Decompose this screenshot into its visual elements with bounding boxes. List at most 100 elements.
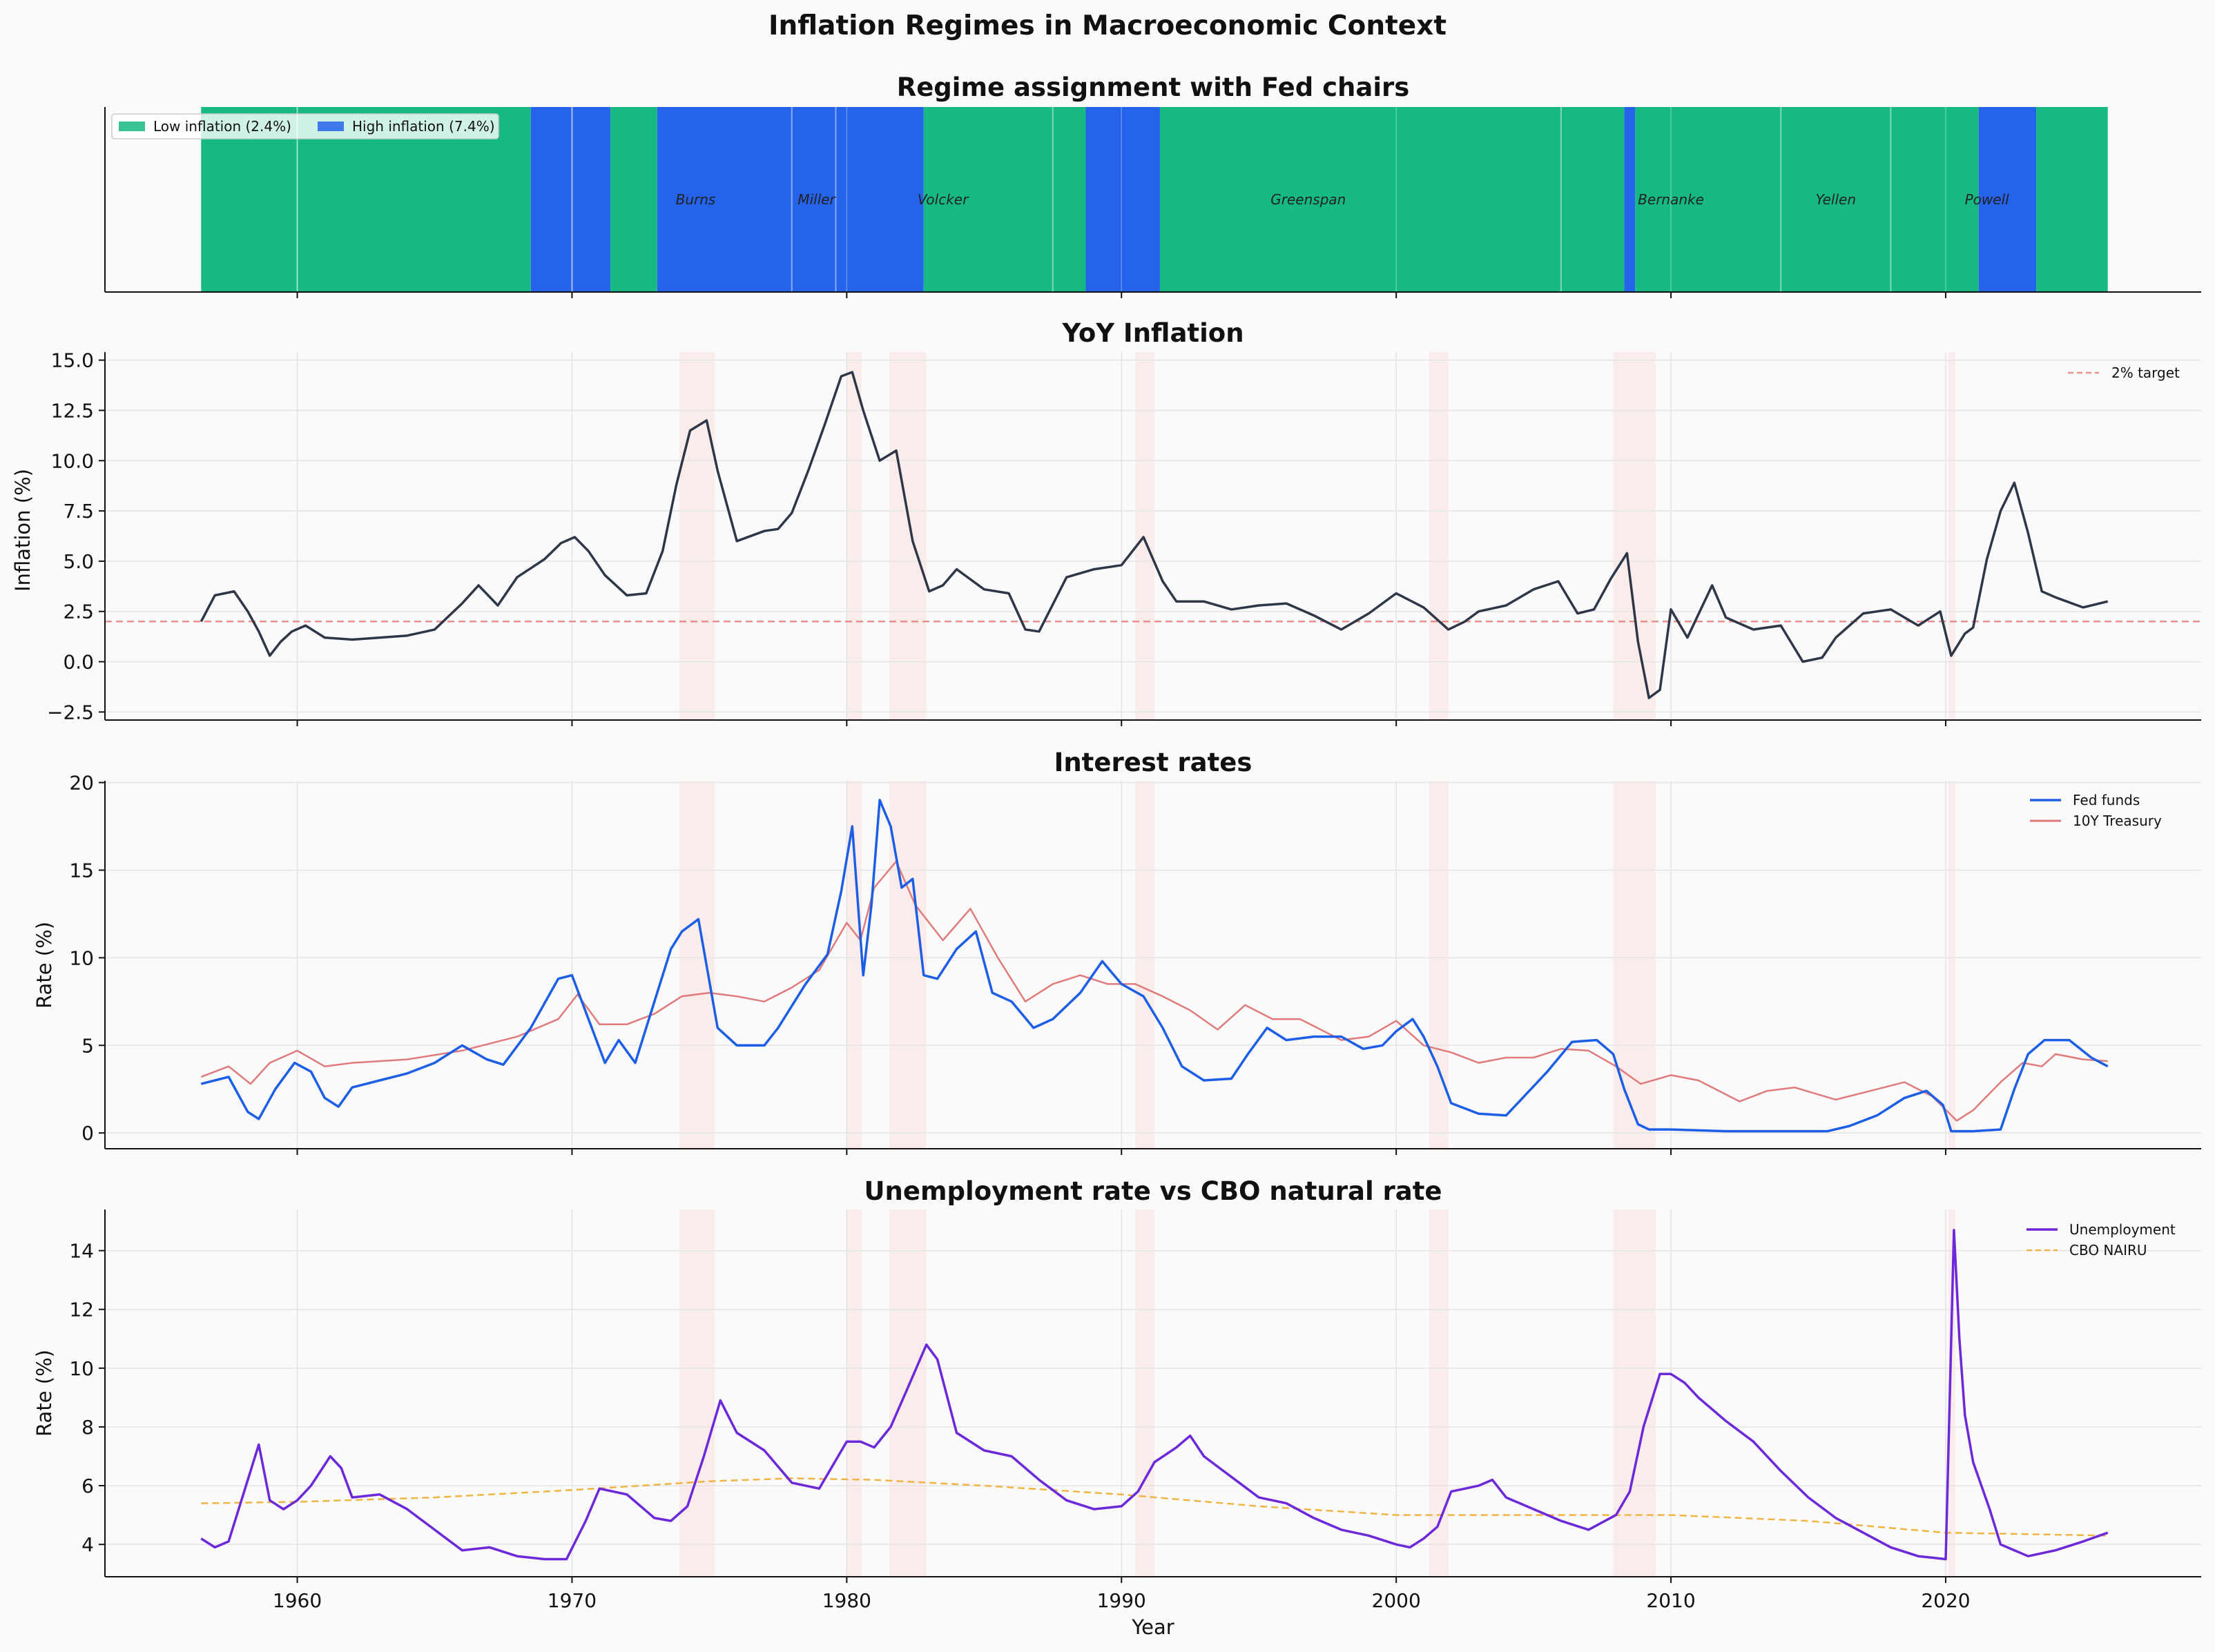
legend-label-high: High inflation (7.4%) bbox=[352, 118, 495, 135]
recession-band-5 bbox=[1613, 781, 1656, 1149]
y-tick-label: 8 bbox=[81, 1416, 94, 1439]
regime-band-low bbox=[1159, 107, 1625, 292]
y-tick-label: 5 bbox=[81, 1034, 94, 1057]
recession-band-0 bbox=[679, 352, 715, 720]
x-tick-label-1960: 1960 bbox=[273, 1589, 322, 1612]
regime-band-low bbox=[1635, 107, 1979, 292]
x-tick-label-2020: 2020 bbox=[1921, 1589, 1970, 1612]
recession-band-4 bbox=[1429, 352, 1449, 720]
regime-legend: Low inflation (2.4%) High inflation (7.4… bbox=[111, 113, 499, 139]
recession-band-2 bbox=[889, 1209, 927, 1577]
legend-label-target: 2% target bbox=[2111, 365, 2180, 381]
recession-band-4 bbox=[1429, 781, 1449, 1149]
unemployment-legend: Unemployment CBO NAIRU bbox=[2027, 1221, 2176, 1259]
y-tick-label: 4 bbox=[81, 1533, 94, 1556]
regime-band-low bbox=[923, 107, 1086, 292]
chair-label-bernanke: Bernanke bbox=[1638, 191, 1704, 208]
regime-panel: Regime assignment with Fed chairs Burns M… bbox=[104, 72, 2201, 298]
unemployment-ylabel: Rate (%) bbox=[32, 1350, 56, 1437]
fedfunds-line bbox=[200, 799, 2109, 1133]
legend-label-nairu: CBO NAIRU bbox=[2069, 1242, 2147, 1259]
recession-band-3 bbox=[1135, 1209, 1154, 1577]
recession-band-0 bbox=[679, 781, 715, 1149]
recession-band-6 bbox=[1948, 781, 1955, 1149]
regime-band-high bbox=[657, 107, 924, 292]
regime-bands bbox=[201, 107, 2108, 292]
recession-band-3 bbox=[1135, 352, 1154, 720]
y-tick-label: 12 bbox=[69, 1299, 94, 1321]
figure-title: Inflation Regimes in Macroeconomic Conte… bbox=[768, 10, 1447, 41]
chair-label-burns: Burns bbox=[676, 191, 716, 208]
rates-ylabel: Rate (%) bbox=[32, 922, 56, 1009]
regime-band-high bbox=[1624, 107, 1636, 292]
inflation-panel: YoY Inflation −2.5 0.0 2.5 5.0 7.5 10.0 12.5 15… bbox=[11, 318, 2201, 726]
recession-band-1 bbox=[847, 781, 862, 1149]
y-tick-label: 0.0 bbox=[63, 651, 94, 674]
recession-band-5 bbox=[1613, 1209, 1656, 1577]
rates-legend: Fed funds 10Y Treasury bbox=[2030, 792, 2162, 829]
regime-axes bbox=[104, 107, 2201, 298]
regime-band-high bbox=[530, 107, 611, 292]
chair-label-miller: Miller bbox=[797, 191, 836, 208]
y-tick-label: 15.0 bbox=[51, 349, 94, 372]
inflation-plot: −2.5 0.0 2.5 5.0 7.5 10.0 12.5 15.0 bbox=[47, 349, 2201, 726]
regime-band-low bbox=[610, 107, 657, 292]
recession-band-3 bbox=[1135, 781, 1154, 1149]
treasury-line bbox=[200, 860, 2108, 1122]
legend-box bbox=[111, 113, 499, 139]
recession-band-1 bbox=[847, 352, 862, 720]
y-tick-label: 15 bbox=[69, 859, 94, 882]
y-tick-label: −2.5 bbox=[47, 701, 94, 723]
legend-label-unemployment: Unemployment bbox=[2069, 1221, 2176, 1238]
x-tick-label-1970: 1970 bbox=[548, 1589, 597, 1612]
y-tick-label: 12.5 bbox=[51, 399, 94, 422]
x-tick-label-2010: 2010 bbox=[1646, 1589, 1695, 1612]
x-tick-label-1980: 1980 bbox=[822, 1589, 871, 1612]
y-tick-label: 2.5 bbox=[63, 601, 94, 623]
y-tick-label: 6 bbox=[81, 1475, 94, 1497]
inflation-line bbox=[200, 371, 2109, 699]
legend-label-low: Low inflation (2.4%) bbox=[153, 118, 291, 135]
chair-label-volcker: Volcker bbox=[918, 191, 969, 208]
inflation-legend: 2% target bbox=[2068, 365, 2180, 381]
legend-swatch-low bbox=[119, 122, 145, 131]
recession-band-2 bbox=[889, 781, 927, 1149]
recession-band-1 bbox=[847, 1209, 862, 1577]
chair-label-powell: Powell bbox=[1965, 191, 2010, 208]
regime-band-high bbox=[1978, 107, 2037, 292]
y-tick-label: 0 bbox=[81, 1122, 94, 1145]
rates-panel-title: Interest rates bbox=[1054, 748, 1252, 777]
unemployment-panel-title: Unemployment rate vs CBO natural rate bbox=[864, 1176, 1442, 1206]
x-tick-label-1990: 1990 bbox=[1097, 1589, 1146, 1612]
unemployment-panel: Unemployment rate vs CBO natural rate 4 6… bbox=[32, 1176, 2201, 1639]
y-tick-label: 20 bbox=[69, 772, 94, 795]
recession-band-5 bbox=[1613, 352, 1656, 720]
fed-chair-labels: Burns Miller Volcker Greenspan Bernanke Yelle… bbox=[676, 191, 2009, 208]
y-tick-label: 10 bbox=[69, 946, 94, 969]
legend-swatch-high bbox=[318, 122, 344, 131]
y-tick-label: 10.0 bbox=[51, 449, 94, 472]
legend-label-treasury: 10Y Treasury bbox=[2073, 813, 2162, 829]
x-tick-label-2000: 2000 bbox=[1372, 1589, 1421, 1612]
unemployment-plot: 4 6 8 10 12 14 1960 1970 1980 1990 2000 2010 2020 bbox=[69, 1209, 2201, 1612]
recession-band-6 bbox=[1948, 352, 1955, 720]
rates-plot: 0 5 10 15 20 bbox=[69, 772, 2201, 1155]
chair-label-greenspan: Greenspan bbox=[1270, 191, 1346, 208]
unemployment-line bbox=[200, 1229, 2109, 1561]
y-tick-label: 7.5 bbox=[63, 500, 94, 523]
chair-label-yellen: Yellen bbox=[1816, 191, 1856, 208]
chair-change-lines bbox=[296, 107, 1946, 292]
legend-label-fedfunds: Fed funds bbox=[2073, 792, 2140, 808]
inflation-panel-title: YoY Inflation bbox=[1061, 318, 1244, 348]
regime-band-low bbox=[2036, 107, 2108, 292]
regime-panel-title: Regime assignment with Fed chairs bbox=[897, 72, 1410, 102]
y-tick-label: 5.0 bbox=[63, 550, 94, 573]
recession-band-0 bbox=[679, 1209, 715, 1577]
regime-band-high bbox=[1085, 107, 1160, 292]
recession-band-2 bbox=[889, 352, 927, 720]
y-tick-label: 10 bbox=[69, 1357, 94, 1380]
rates-panel: Interest rates 0 5 10 15 20 Rate (%) Fed fun… bbox=[32, 748, 2201, 1155]
recession-band-6 bbox=[1948, 1209, 1955, 1577]
y-tick-label: 14 bbox=[69, 1240, 94, 1263]
